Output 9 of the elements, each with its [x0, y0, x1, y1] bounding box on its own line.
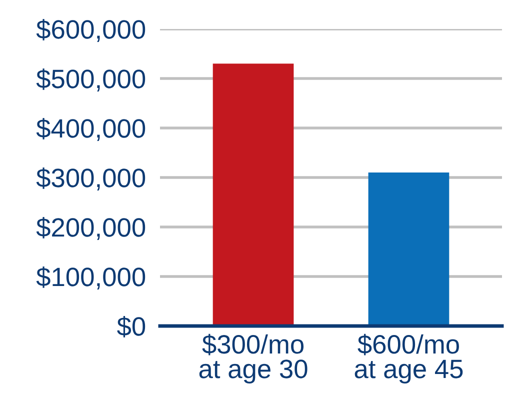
x-tick-label: $300/mo at age 30	[199, 334, 308, 384]
y-tick-label: $100,000	[36, 266, 146, 290]
y-tick-label: $500,000	[36, 68, 146, 92]
y-tick-label: $400,000	[36, 118, 146, 141]
y-tick-label: $600,000	[36, 19, 146, 42]
y-tick-label: $300,000	[36, 168, 146, 190]
x-tick-label: $600/mo at age 45	[354, 334, 463, 384]
y-tick-label: $0	[117, 316, 146, 338]
y-tick-label: $200,000	[36, 217, 146, 240]
